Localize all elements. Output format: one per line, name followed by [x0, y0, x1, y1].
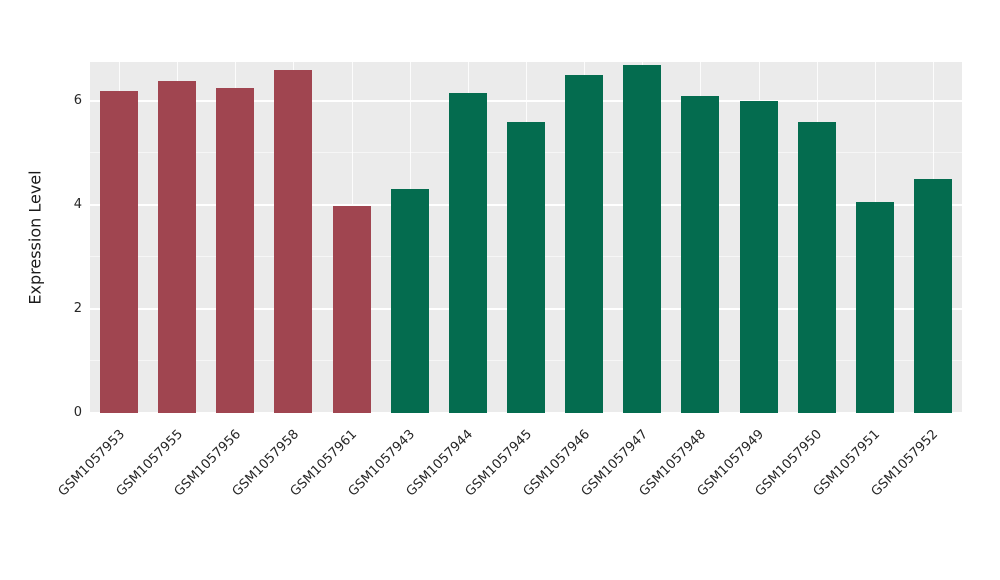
bar-GSM1057956 [216, 88, 255, 413]
bar-GSM1057945 [507, 121, 545, 413]
x-axis-ticks: GSM1057953 GSM1057955 GSM1057956 GSM1057958… [55, 413, 962, 563]
bar-GSM1057947 [623, 64, 662, 413]
y-axis-ticks: 0 2 4 6 [0, 62, 82, 420]
bar-GSM1057951 [855, 202, 894, 413]
y-tick-label: 2 [73, 301, 82, 316]
y-tick-label: 6 [73, 93, 82, 108]
bar-GSM1057944 [448, 93, 487, 413]
bar-GSM1057953 [100, 90, 139, 413]
bar-GSM1057961 [332, 206, 371, 413]
y-tick-label: 0 [73, 405, 82, 420]
bar-GSM1057950 [797, 121, 836, 413]
gridline-major [90, 412, 962, 414]
plot-area [90, 62, 962, 414]
bar-GSM1057958 [274, 69, 313, 413]
bar-GSM1057952 [913, 179, 952, 413]
y-tick-label: 4 [73, 197, 82, 212]
bar-GSM1057946 [565, 75, 604, 413]
bar-GSM1057955 [158, 81, 197, 413]
bar-GSM1057949 [739, 101, 778, 413]
bar-GSM1057943 [390, 189, 429, 413]
bar-GSM1057948 [681, 95, 720, 413]
